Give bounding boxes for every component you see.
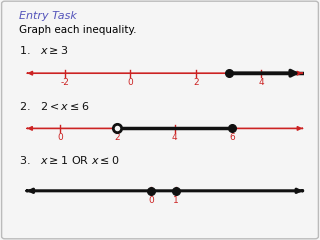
Text: -2: -2 bbox=[60, 78, 69, 87]
Text: 4: 4 bbox=[172, 133, 178, 143]
Text: 4: 4 bbox=[259, 78, 264, 87]
Text: 0: 0 bbox=[57, 133, 63, 143]
Text: Entry Task: Entry Task bbox=[19, 11, 77, 21]
Text: 1.   $x \geq 3$: 1. $x \geq 3$ bbox=[19, 44, 69, 56]
Text: 2.   $2 < x \leq 6$: 2. $2 < x \leq 6$ bbox=[19, 100, 90, 112]
Text: Graph each inequality.: Graph each inequality. bbox=[19, 25, 137, 35]
Text: 1: 1 bbox=[173, 196, 179, 205]
Text: 2: 2 bbox=[115, 133, 120, 143]
Text: 2: 2 bbox=[193, 78, 199, 87]
Text: 0: 0 bbox=[148, 196, 154, 205]
Text: 3.   $x \geq 1$ OR $x \leq 0$: 3. $x \geq 1$ OR $x \leq 0$ bbox=[19, 154, 120, 166]
Text: 6: 6 bbox=[229, 133, 235, 143]
Text: 0: 0 bbox=[128, 78, 133, 87]
